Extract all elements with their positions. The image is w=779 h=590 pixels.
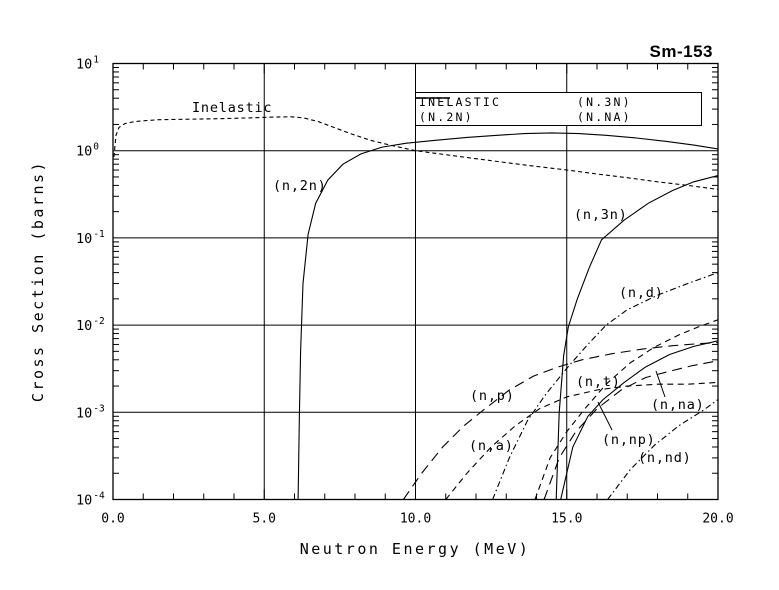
x-axis-title: Neutron Energy (MeV) [299,540,531,558]
y-tick-exponent: -3 [93,403,104,414]
page-title: Sm-153 [649,42,713,61]
curve-np [402,342,718,500]
x-tick-label: 0.0 [101,512,124,527]
y-tick-label: 10-1 [76,229,105,247]
plot-border [112,62,719,501]
legend-box: INELASTIC (N.3N) (N.2N) (N.NA) [415,92,702,126]
legend-item-n2n: (N.2N) [416,97,577,124]
curve-nnp [560,340,718,500]
curve-inelastic [113,116,718,190]
curve-label: (n,3n) [574,207,628,223]
x-tick-label: 5.0 [253,512,276,527]
curve-label: (n,d) [619,285,664,301]
curve-n2n [297,132,718,500]
leader-line [597,401,613,431]
y-tick-exponent: -2 [93,316,104,327]
y-tick-exponent: 1 [93,55,99,66]
curve-n3n [555,174,718,500]
y-tick-label: 101 [76,55,99,73]
curve-label: (n,na) [651,397,705,413]
y-axis-title: Cross Section (barns) [29,159,47,403]
y-tick-exponent: -1 [93,229,105,240]
curve-label: (n,nd) [638,450,692,466]
curve-label: (n,np) [602,432,656,448]
curve-nna [543,360,718,500]
curve-label: (n,2n) [273,178,327,194]
curve-label: (n,t) [576,374,621,390]
y-tick-label: 10-2 [76,316,105,334]
curve-nd [492,272,718,500]
legend-item-n3n: (N.3N) [416,94,701,109]
y-tick-label: 10-3 [76,403,105,421]
x-tick-label: 10.0 [400,512,431,527]
leader-line [655,370,666,398]
y-tick-label: 10-4 [76,491,105,509]
curve-nnd [607,399,718,500]
x-tick-label: 15.0 [551,512,582,527]
curve-label: (n,p) [470,388,515,404]
legend-sample-line [416,97,450,99]
curve-label: (n,a) [469,438,514,454]
curve-label: Inelastic [192,100,272,116]
y-tick-label: 100 [76,142,99,160]
legend-label: (N.2N) [419,109,474,124]
legend-label: (N.3N) [577,94,632,109]
y-tick-exponent: 0 [93,142,99,153]
curve-nt [534,319,718,500]
legend-label: (N.NA) [577,109,632,124]
y-tick-exponent: -4 [93,491,105,502]
legend-item-nna: (N.NA) [416,97,701,124]
x-tick-label: 20.0 [702,512,733,527]
curve-na [445,381,718,500]
